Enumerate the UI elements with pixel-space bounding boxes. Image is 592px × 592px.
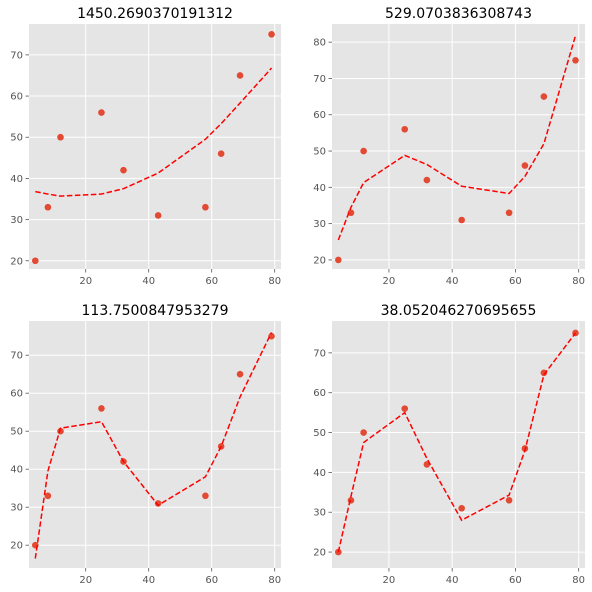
data-point [57,133,64,141]
data-point [217,150,225,158]
x-tick-label: 40 [446,575,459,586]
y-tick-label: 30 [313,508,326,519]
y-tick-label: 30 [313,219,326,230]
subplot-title: 1450.2690370191312 [77,6,233,22]
fit-line [35,67,273,197]
data-point [268,30,275,38]
y-tick-label: 20 [313,255,326,266]
x-tick-label: 80 [572,575,585,586]
data-point [202,203,209,211]
data-point [335,256,342,264]
y-tick-label: 40 [313,183,326,194]
data-point [347,209,355,217]
y-tick-label: 20 [313,548,326,559]
y-tick-label: 20 [10,541,23,552]
x-tick-label: 20 [383,276,396,287]
subplot-title: 529.0703836308743 [385,6,532,22]
subplot-3: 20 40 60 80 20 30 40 50 60 70 113.7500847953279 [10,303,281,586]
y-tick-label: 60 [10,92,23,103]
y-tick-label: 30 [10,215,23,226]
subplot-title: 38.052046270695655 [381,303,537,319]
data-point [458,216,465,224]
data-point [335,548,342,556]
x-tick-label: 60 [205,575,218,586]
x-tick-label: 20 [383,575,396,586]
data-point [268,332,275,340]
data-point [505,496,513,504]
x-tick-label: 80 [268,575,281,586]
data-point [572,56,579,64]
data-point [401,405,409,412]
subplot-4: 20 40 60 80 20 30 40 50 60 70 38.052046270695655 [313,303,585,586]
y-tick-label: 60 [10,389,23,400]
y-tick-label: 40 [10,465,23,476]
plot-area [29,24,281,269]
data-point [360,147,367,155]
fit-line [337,332,577,553]
data-point [423,176,431,184]
y-tick-label: 30 [10,503,23,514]
data-point [360,429,367,436]
y-tick-label: 50 [10,427,23,438]
x-tick-label: 40 [142,276,155,287]
data-point [521,162,529,169]
data-point [401,125,409,133]
y-tick-label: 40 [10,174,23,185]
plot-area [332,24,585,269]
y-tick-label: 20 [10,256,23,267]
x-tick-label: 80 [572,276,585,287]
plot-area [29,321,281,568]
x-tick-label: 20 [79,575,92,586]
y-tick-label: 70 [10,50,23,61]
data-point [347,496,355,504]
data-point [458,504,465,512]
data-point [44,492,52,500]
x-tick-label: 40 [142,575,155,586]
y-tick-label: 70 [313,348,326,359]
y-tick-label: 60 [313,110,326,121]
y-tick-label: 50 [313,147,326,158]
y-tick-label: 50 [10,133,23,144]
y-tick-label: 80 [313,38,326,49]
data-point [236,72,244,79]
data-point [505,209,513,217]
subplot-title: 113.7500847953279 [82,303,229,319]
data-point [98,405,105,412]
subplot-2: 20 40 60 80 20 30 40 50 60 70 80 529.0703836308743 [313,6,585,287]
data-point [540,369,548,377]
y-tick-label: 60 [313,388,326,399]
data-point [540,93,548,100]
x-tick-label: 40 [446,276,459,287]
data-point [236,370,244,378]
plot-area [332,321,585,568]
x-tick-label: 60 [205,276,218,287]
data-point [32,257,39,265]
fit-line [337,35,577,241]
data-point [120,166,127,174]
data-point [98,109,105,116]
x-tick-label: 60 [509,575,522,586]
data-point [202,492,209,500]
data-point [44,203,52,211]
y-tick-label: 70 [313,74,326,85]
x-tick-label: 60 [509,276,522,287]
y-tick-label: 40 [313,468,326,479]
y-tick-label: 70 [10,351,23,362]
data-point [154,212,162,219]
x-tick-label: 20 [79,276,92,287]
y-tick-label: 50 [313,428,326,439]
subplot-1: 20 40 60 80 20 30 40 50 60 70 1450.2690370191312 [10,6,281,287]
x-tick-label: 80 [268,276,281,287]
